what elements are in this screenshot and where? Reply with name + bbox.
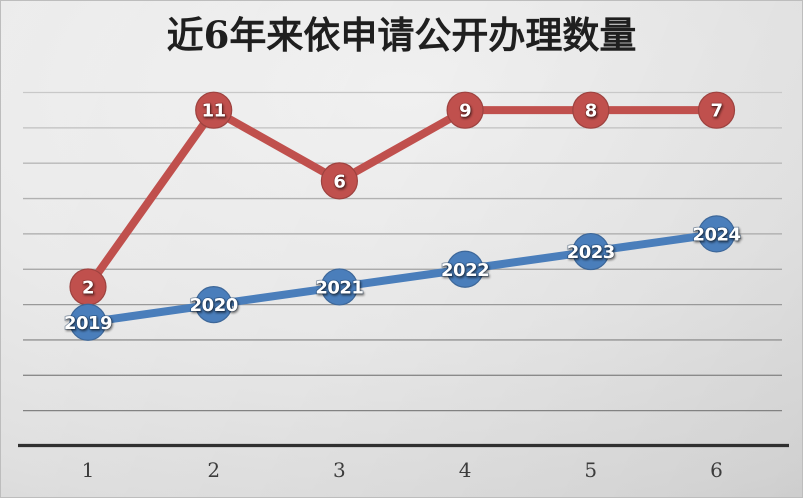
blue-year-series-line: [84, 229, 721, 327]
x-axis-tick-label: 5: [584, 458, 597, 482]
red-count-series-marker: [572, 91, 610, 129]
red-count-series-data-label: 2: [82, 277, 94, 298]
blue-year-series-marker: [69, 303, 107, 341]
red-count-series-marker: [697, 91, 736, 129]
blue-year-series-data-label: 2024: [692, 224, 740, 245]
blue-year-series-marker: [446, 250, 484, 288]
blue-year-series-data-label: 2021: [315, 277, 363, 298]
blue-year-series-data-label: 2023: [567, 242, 615, 263]
red-count-series-data-label: 8: [585, 101, 597, 122]
x-axis-tick-label: 6: [710, 458, 723, 482]
red-count-series-data-label: 9: [459, 101, 471, 122]
red-count-series-data-label: 7: [710, 101, 722, 122]
blue-year-series-marker: [320, 268, 358, 306]
chart-title: 近6年来依申请公开办理数量: [166, 13, 637, 57]
red-count-series-line: [84, 106, 721, 291]
red-count-series-marker: [195, 91, 233, 129]
blue-year-series-data-label: 2019: [64, 313, 112, 334]
blue-year-series-data-label: 2020: [190, 295, 238, 316]
x-axis-tick-label: 2: [207, 458, 220, 482]
blue-year-series-marker: [697, 215, 736, 253]
x-axis-tick-label: 3: [333, 458, 346, 482]
red-count-series-marker: [446, 91, 484, 129]
blue-year-series-marker: [572, 232, 610, 271]
blue-year-series-data-label: 2022: [441, 260, 489, 281]
red-count-series-data-label: 6: [333, 171, 345, 192]
red-count-series-marker: [320, 162, 358, 200]
x-axis-tick-label: 4: [459, 458, 472, 482]
red-count-series-data-label: 11: [202, 101, 226, 122]
x-axis-tick-label: 1: [82, 458, 95, 482]
blue-year-series-marker: [195, 286, 233, 324]
